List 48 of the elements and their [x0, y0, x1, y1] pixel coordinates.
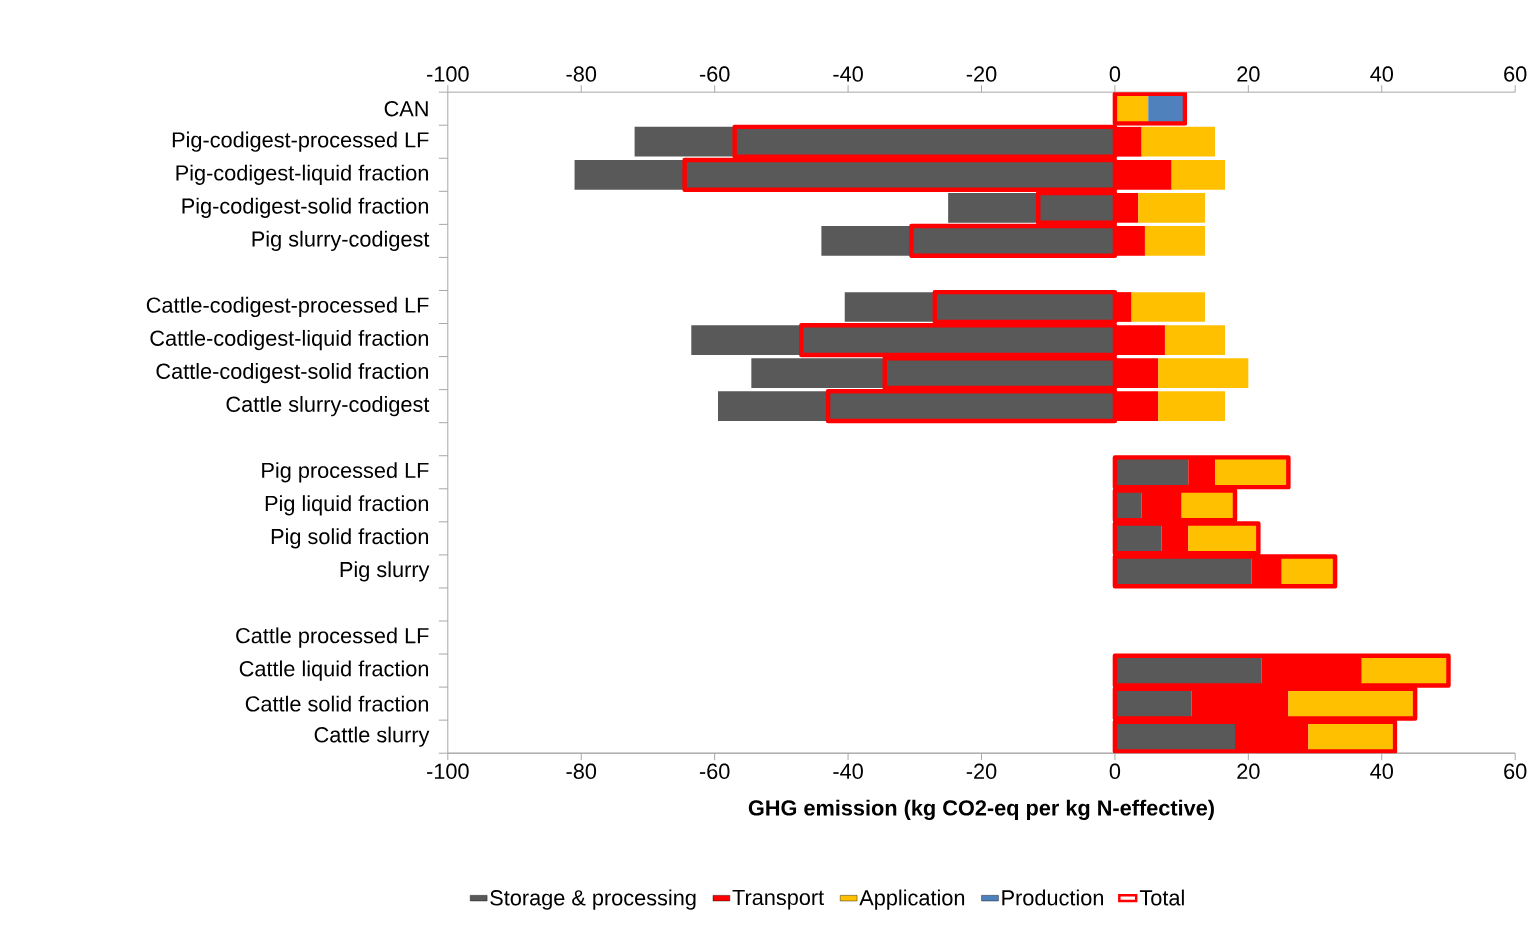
y-tick-label: Pig slurry — [340, 561, 430, 582]
y-tick-label: Cattle-codigest-solid fraction — [156, 363, 428, 384]
y-tick-label: Cattle liquid fraction — [239, 660, 428, 681]
bar — [1144, 226, 1205, 256]
x-tick-label: -80 — [566, 66, 597, 82]
x2-tick-label: 60 — [1504, 763, 1527, 780]
x-tick-label: 40 — [1370, 66, 1393, 82]
x-tick-label: -20 — [966, 66, 997, 82]
y-tick-label: Pig-codigest-processed LF — [172, 131, 429, 153]
bar — [1158, 391, 1225, 422]
legend-label: Application — [859, 889, 965, 910]
x-tick-label: 20 — [1237, 66, 1260, 82]
bar — [1171, 160, 1225, 190]
y-tick-label: Pig-codigest-solid fraction — [182, 197, 428, 219]
bar — [1138, 193, 1205, 223]
x-tick-label: -100 — [427, 66, 469, 82]
y-tick-label: Cattle slurry — [314, 726, 430, 747]
legend-label: Total — [1139, 889, 1184, 906]
y-tick-label: Pig processed LF — [262, 462, 429, 483]
x2-tick-label: -60 — [699, 763, 730, 780]
legend-label: Production — [1002, 889, 1104, 906]
y-tick-label: Cattle-codigest-processed LF — [146, 297, 429, 318]
x2-tick-label: 40 — [1370, 763, 1393, 780]
legend-label: Transport — [732, 890, 825, 910]
x-tick-label: -60 — [699, 66, 730, 82]
x-tick-label: 60 — [1504, 66, 1527, 82]
y-tick-label: Cattle slurry-codigest — [226, 396, 430, 417]
y-tick-label: Cattle solid fraction — [245, 695, 428, 712]
bar — [1131, 292, 1205, 323]
bar — [1158, 358, 1249, 389]
x2-tick-label: -80 — [566, 763, 597, 780]
x2-tick-label: -20 — [966, 763, 997, 780]
y-tick-label: Pig slurry-codigest — [252, 230, 430, 252]
y-tick-label: Cattle processed LF — [236, 627, 429, 648]
legend-label: Storage & processing — [490, 889, 696, 910]
x-tick-label: 0 — [1109, 66, 1121, 82]
x-axis-title: GHG emission (kg CO2-eq per kg N-effective) — [748, 799, 1214, 821]
y-tick-label: Pig-codigest-liquid fraction — [176, 164, 428, 186]
y-tick-label: Pig solid fraction — [271, 528, 429, 549]
x2-tick-label: -40 — [833, 763, 863, 780]
y-tick-label: Pig liquid fraction — [265, 495, 428, 516]
y-tick-label: Cattle-codigest-liquid fraction — [150, 330, 428, 351]
x2-tick-label: 0 — [1109, 763, 1121, 780]
x-tick-label: -40 — [833, 66, 863, 82]
x2-tick-label: 20 — [1237, 763, 1260, 780]
x2-tick-label: -100 — [427, 763, 469, 780]
bar — [1164, 325, 1225, 356]
y-tick-label: CAN — [384, 101, 428, 117]
